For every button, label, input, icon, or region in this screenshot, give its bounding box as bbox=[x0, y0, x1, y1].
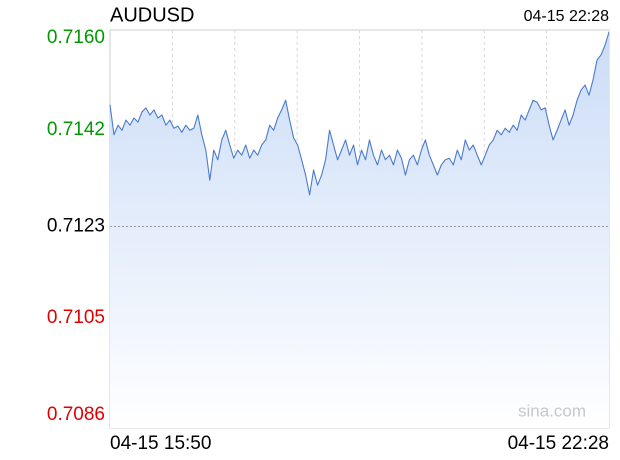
y-tick-label: 0.7105 bbox=[47, 307, 105, 328]
chart-title: AUDUSD bbox=[110, 4, 194, 26]
price-area bbox=[110, 32, 609, 428]
y-tick-label: 0.7123 bbox=[47, 215, 105, 236]
current-time: 04-15 22:28 bbox=[524, 8, 610, 25]
x-tick-label: 04-15 22:28 bbox=[508, 433, 609, 454]
price-line bbox=[109, 31, 610, 196]
watermark: sina.com bbox=[518, 401, 586, 420]
x-tick-label: 04-15 15:50 bbox=[110, 433, 211, 454]
y-tick-label: 0.7160 bbox=[47, 27, 105, 48]
y-tick-label: 0.7142 bbox=[47, 119, 105, 140]
y-tick-label: 0.7086 bbox=[47, 404, 105, 425]
area-layer bbox=[110, 32, 609, 428]
